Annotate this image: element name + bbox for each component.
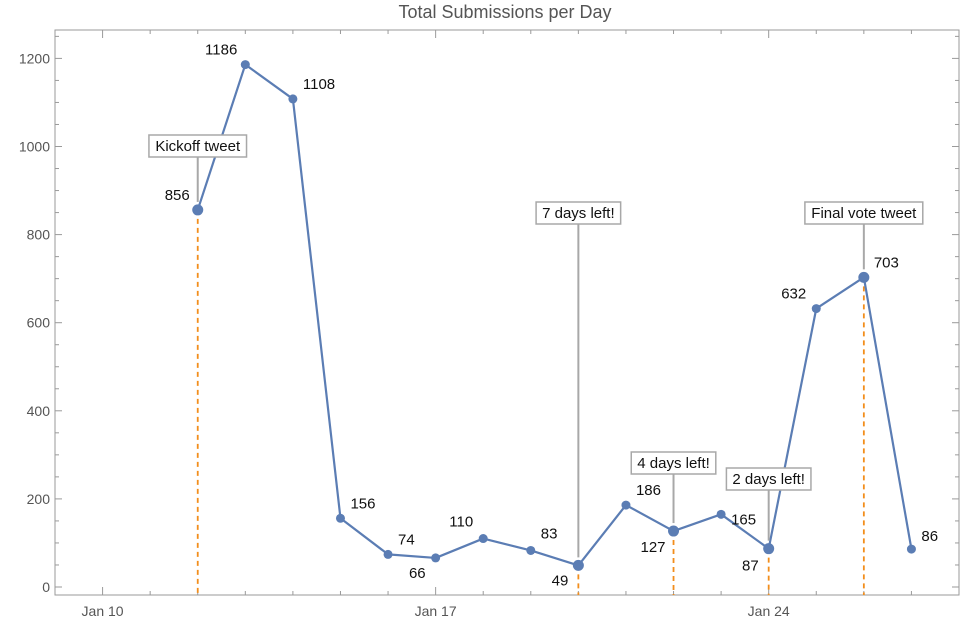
- data-point: [906, 544, 916, 554]
- data-point: [526, 545, 536, 555]
- annotation-drop-lines: [196, 209, 865, 595]
- annotation-callout: 7 days left!: [535, 201, 622, 558]
- data-label: 703: [874, 254, 899, 271]
- data-point: [431, 553, 441, 563]
- y-tick-label: 400: [27, 403, 51, 419]
- data-point: [240, 60, 250, 70]
- data-point: [716, 509, 726, 519]
- data-label: 83: [541, 525, 558, 542]
- data-label: 1186: [205, 42, 237, 59]
- data-label: 156: [350, 495, 375, 512]
- data-label: 632: [781, 286, 806, 303]
- annotation-label: Kickoff tweet: [155, 138, 241, 155]
- data-label: 87: [742, 558, 759, 575]
- y-tick-label: 800: [27, 227, 51, 243]
- annotation-callout: 2 days left!: [725, 467, 812, 541]
- data-labels: 856 1186 1108 156 74 66 110 83 49 186 127 165 87 632 7…: [165, 42, 938, 590]
- x-tick-label: Jan 10: [82, 603, 124, 619]
- x-tick-label: Jan 17: [415, 603, 457, 619]
- annotation-label: 7 days left!: [542, 205, 615, 222]
- annotation-label: 2 days left!: [732, 471, 805, 488]
- data-point: [288, 94, 298, 104]
- annotation-callout: Kickoff tweet: [148, 134, 248, 202]
- data-point: [621, 500, 631, 510]
- axes: 0 200 400 600 800 1000 1200 Jan 10 Jan 17 Jan 24: [19, 30, 960, 619]
- plot-frame: [54, 29, 960, 596]
- x-tick-label: Jan 24: [748, 603, 790, 619]
- data-label: 186: [636, 482, 661, 499]
- data-point: [572, 559, 584, 571]
- data-label: 66: [409, 565, 426, 582]
- data-label: 127: [640, 539, 665, 556]
- annotations: Kickoff tweet 7 days left! 4 days left! 2 d…: [148, 134, 924, 558]
- y-tick-label: 0: [42, 579, 50, 595]
- y-tick-label: 600: [27, 315, 51, 331]
- data-point: [763, 543, 775, 555]
- annotation-label: Final vote tweet: [811, 205, 917, 222]
- data-point: [192, 204, 204, 216]
- data-label: 86: [921, 528, 938, 545]
- data-point: [478, 534, 488, 544]
- annotation-callout: Final vote tweet: [804, 201, 924, 270]
- y-tick-label: 1000: [19, 139, 50, 155]
- data-label: 1108: [303, 76, 335, 93]
- chart-title: Total Submissions per Day: [398, 2, 611, 22]
- data-label: 165: [731, 511, 756, 528]
- data-label: 49: [552, 572, 569, 589]
- data-point: [383, 549, 393, 559]
- y-tick-label: 1200: [19, 50, 50, 66]
- data-label: 856: [165, 187, 190, 204]
- data-point: [858, 271, 870, 283]
- y-tick-label: 200: [27, 491, 51, 507]
- data-label: 110: [449, 514, 473, 531]
- data-point: [811, 304, 821, 314]
- data-label: 74: [398, 531, 415, 548]
- series: [196, 63, 913, 567]
- annotation-label: 4 days left!: [637, 455, 710, 472]
- series-line: [196, 63, 913, 567]
- data-point: [668, 525, 680, 537]
- data-points: [192, 60, 916, 571]
- annotation-callout: 4 days left!: [630, 451, 717, 524]
- data-point: [335, 513, 345, 523]
